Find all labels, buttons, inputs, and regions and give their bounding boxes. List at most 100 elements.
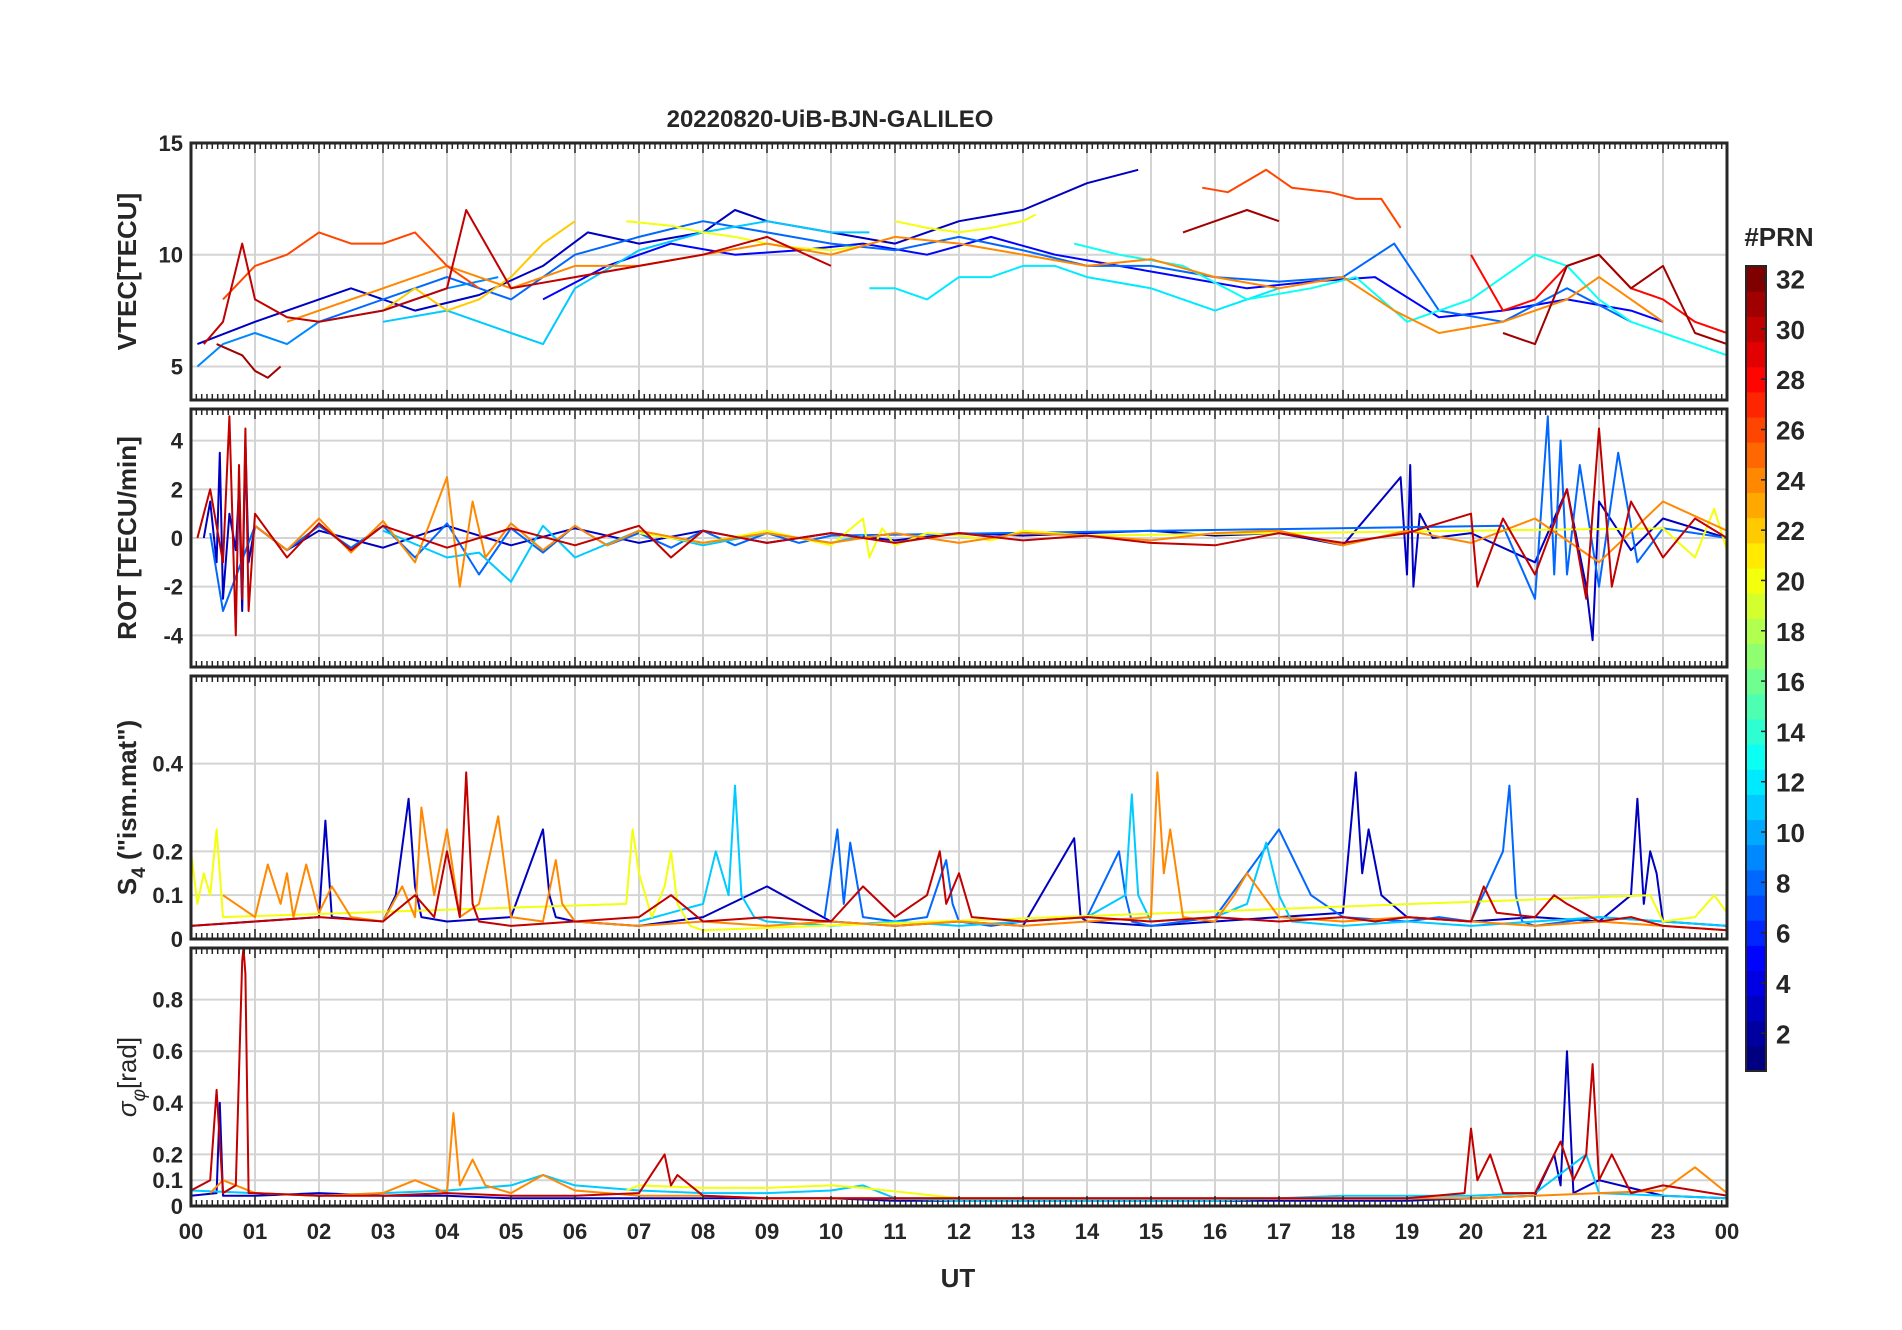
- chart-title: 20220820-UiB-BJN-GALILEO: [667, 106, 994, 133]
- colorbar-tick-label: 14: [1776, 717, 1805, 747]
- y-label-sub: 4: [129, 867, 150, 878]
- series-line-prn-20: [638, 507, 1727, 559]
- x-axis-label: UT: [941, 1263, 976, 1293]
- y-tick-label: 0.4: [152, 752, 183, 777]
- x-tick-label: 09: [755, 1219, 779, 1244]
- colorbar-frame: [1745, 265, 1767, 1072]
- y-tick-label: 0.6: [152, 1039, 183, 1064]
- y-tick-label: 15: [159, 131, 183, 156]
- colorbar-segment: [1746, 1020, 1766, 1047]
- colorbar-tick-label: 22: [1776, 516, 1805, 546]
- colorbar-segment: [1746, 769, 1766, 795]
- y-label-main: σ: [112, 1100, 142, 1117]
- series-line-prn-22: [382, 220, 576, 312]
- y-label-rest: [rad]: [112, 1037, 142, 1089]
- x-tick-label: 00: [1715, 1219, 1739, 1244]
- x-tick-label: 05: [499, 1219, 523, 1244]
- colorbar-segment: [1746, 517, 1766, 544]
- x-tick-label: 18: [1331, 1219, 1355, 1244]
- series-line-prn-26: [222, 231, 480, 301]
- colorbar-segment: [1746, 693, 1766, 720]
- panel-s4: 00.10.20.4S4 ("ism.mat"): [112, 674, 1729, 952]
- y-label-sub: φ: [129, 1089, 150, 1101]
- colorbar-tick-label: 6: [1776, 919, 1790, 949]
- x-tick-label: 14: [1075, 1219, 1100, 1244]
- x-tick-label: 17: [1267, 1219, 1291, 1244]
- x-tick-label: 22: [1587, 1219, 1611, 1244]
- y-tick-label: 10: [159, 243, 183, 268]
- y-tick-label: 0.2: [152, 1142, 183, 1167]
- series-line-prn-30: [203, 209, 832, 345]
- series-line-prn-11: [191, 1153, 1727, 1202]
- y-tick-label: -2: [163, 575, 183, 600]
- y-tick-label: 5: [171, 354, 183, 379]
- colorbar-tick-label: 4: [1776, 969, 1791, 999]
- colorbar-segment: [1746, 945, 1766, 971]
- panel-vtec: 5 10 15 VTEC[TECU]: [112, 131, 1729, 402]
- colorbar-segment: [1746, 718, 1766, 745]
- colorbar-segment: [1746, 744, 1766, 770]
- colorbar-segment: [1746, 970, 1766, 997]
- colorbar-segment: [1746, 618, 1766, 644]
- colorbar-tick-label: 10: [1776, 818, 1805, 848]
- colorbar-tick-label: 16: [1776, 667, 1805, 697]
- colorbar-segment: [1746, 291, 1766, 317]
- y-tick-label: 2: [171, 477, 183, 502]
- y-axis-label: σφ[rad]: [112, 1037, 150, 1117]
- x-tick-label: 00: [179, 1219, 203, 1244]
- axes-frame: [189, 946, 1729, 1208]
- series-line-prn-24: [254, 476, 1727, 588]
- colorbar-segment: [1746, 316, 1766, 343]
- colorbar-segment: [1746, 467, 1766, 494]
- colorbar-segment: [1746, 416, 1766, 443]
- x-tick-label: 07: [627, 1219, 651, 1244]
- x-tick-label: 20: [1459, 1219, 1483, 1244]
- colorbar-segment: [1746, 819, 1766, 846]
- series-group: [196, 168, 1727, 379]
- colorbar-segment: [1746, 668, 1766, 695]
- colorbar-tick-label: 8: [1776, 868, 1790, 898]
- y-tick-label: 0: [171, 526, 183, 551]
- colorbar-tick-label: 2: [1776, 1019, 1790, 1049]
- series-line-prn-12: [869, 264, 1280, 312]
- colorbar-segment: [1746, 920, 1766, 946]
- colorbar-segment: [1746, 869, 1766, 896]
- y-tick-label: 0.2: [152, 839, 183, 864]
- y-tick-label: 4: [171, 429, 184, 454]
- colorbar-segment: [1746, 995, 1766, 1022]
- x-axis: 00 01 02 03 04 05 06 07 08 09 10 11 12 13 14 15 16 17 18 19…: [179, 1219, 1739, 1244]
- colorbar-tick-label: 26: [1776, 416, 1805, 446]
- colorbar-tick-label: 24: [1776, 466, 1805, 496]
- colorbar-segment: [1746, 593, 1766, 619]
- x-tick-label: 08: [691, 1219, 715, 1244]
- series-line-prn-3: [197, 168, 1139, 346]
- x-tick-label: 11: [883, 1219, 906, 1244]
- colorbar-tick-label: 32: [1776, 265, 1805, 295]
- colorbar-segment: [1746, 794, 1766, 821]
- y-tick-label: 0.4: [152, 1091, 183, 1116]
- series-line-prn-13: [1073, 242, 1727, 357]
- x-tick-label: 01: [243, 1219, 267, 1244]
- x-tick-label: 23: [1651, 1219, 1675, 1244]
- axes-frame: [189, 141, 1729, 402]
- y-tick-label: 0.8: [152, 988, 183, 1013]
- x-tick-label: 21: [1523, 1219, 1547, 1244]
- colorbar-segment: [1746, 366, 1766, 393]
- y-tick-label: -4: [163, 623, 183, 648]
- colorbar-segment: [1746, 1045, 1766, 1072]
- x-tick-label: 13: [1011, 1219, 1035, 1244]
- colorbar-segment: [1746, 492, 1766, 519]
- y-tick-label: 0.1: [152, 1168, 183, 1193]
- x-tick-label: 16: [1203, 1219, 1227, 1244]
- x-tick-label: 06: [563, 1219, 587, 1244]
- colorbar-segment: [1746, 442, 1766, 468]
- series-line-prn-31: [216, 343, 282, 379]
- y-tick-label: 0.1: [152, 883, 183, 908]
- colorbar-segment: [1746, 266, 1766, 292]
- panel-sigma_phi: 00.10.20.40.60.8σφ[rad]: [112, 946, 1729, 1219]
- x-tick-label: 02: [307, 1219, 331, 1244]
- series-line-prn-20: [626, 220, 864, 252]
